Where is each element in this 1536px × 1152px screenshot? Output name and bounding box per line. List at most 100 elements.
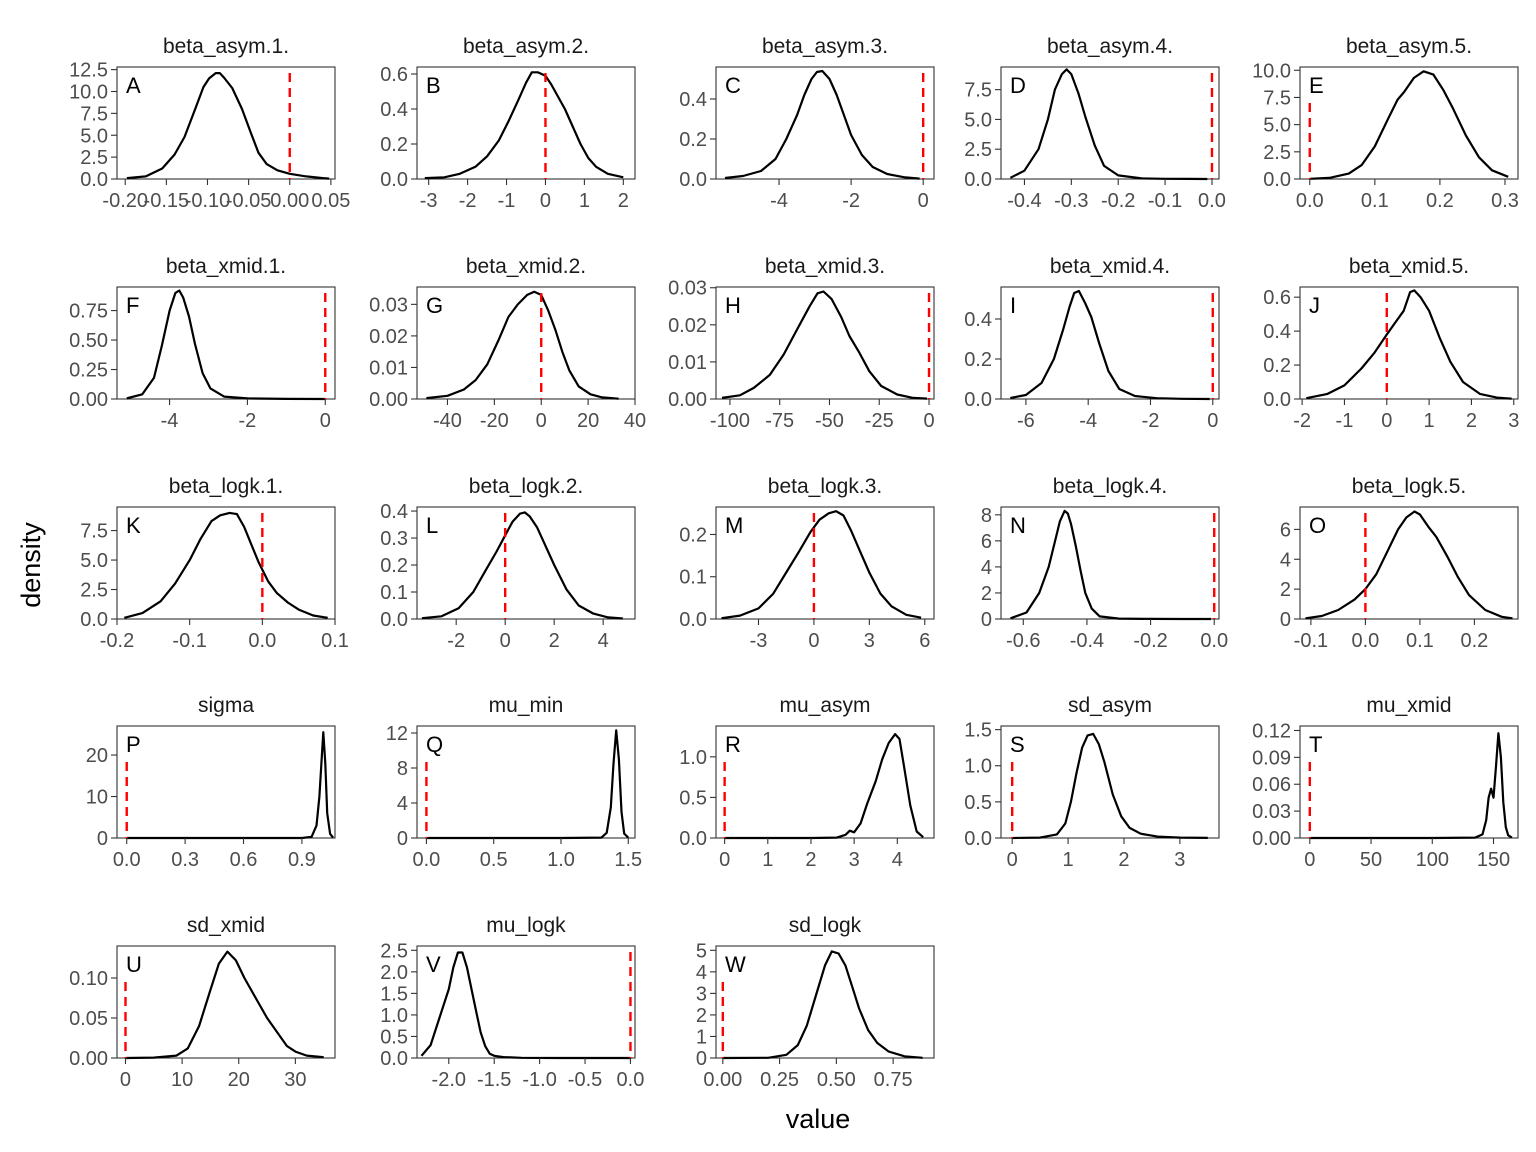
panel-tag: E xyxy=(1309,73,1324,98)
panel-border xyxy=(1000,725,1220,839)
y-tick-label: 0.2 xyxy=(679,524,707,546)
x-tick-label: 0.0 xyxy=(113,849,141,871)
y-tick-label: 2.5 xyxy=(80,580,108,602)
x-tick-label: 0 xyxy=(1304,849,1315,871)
x-axis-title: value xyxy=(786,1104,851,1134)
panel-tag-background xyxy=(1002,727,1032,759)
facet-title: beta_logk.1. xyxy=(169,475,283,498)
x-tick-label: 30 xyxy=(284,1069,306,1091)
panel-tag: V xyxy=(426,952,441,977)
x-tick-label: 0.5 xyxy=(480,849,508,871)
y-tick-label: 0.2 xyxy=(964,349,992,371)
panel-tag-background xyxy=(1301,68,1331,100)
y-tick-label: 0.0 xyxy=(380,1048,408,1070)
x-tick-label: -1 xyxy=(498,190,516,212)
facet-title: beta_xmid.2. xyxy=(466,255,586,278)
x-tick-label: -0.1 xyxy=(172,630,206,652)
facet-title: beta_asym.4. xyxy=(1047,35,1173,58)
y-tick-label: 0.3 xyxy=(380,528,408,550)
x-tick-label: 0 xyxy=(1207,410,1218,432)
x-tick-label: 0 xyxy=(918,190,929,212)
x-tick-label: 10 xyxy=(171,1069,193,1091)
y-tick-label: 4 xyxy=(397,793,408,815)
panel-tag: C xyxy=(725,73,741,98)
y-tick-label: 2 xyxy=(981,583,992,605)
y-tick-label: 0.05 xyxy=(69,1008,108,1030)
x-tick-label: 0.00 xyxy=(703,1069,742,1091)
y-tick-label: 0.00 xyxy=(69,1048,108,1070)
y-tick-label: 0.0 xyxy=(964,828,992,850)
facet-panel: beta_logk.5. O -0.1 0.0 0.1 0.2 0 2 4 6 xyxy=(1280,475,1519,652)
panel-tag: K xyxy=(126,513,141,538)
facet-panel: beta_logk.3. M -3 0 3 6 0.0 0.1 0.2 xyxy=(679,475,935,652)
x-tick-label: 1 xyxy=(579,190,590,212)
y-axis-title: density xyxy=(16,522,46,608)
density-curve xyxy=(721,290,928,400)
facet-panel: beta_xmid.3. H -100 -75 -50 -25 0 0.00 0.01 0.02 0… xyxy=(668,255,935,432)
y-tick-label: 2.5 xyxy=(964,139,992,161)
x-tick-label: -3 xyxy=(750,630,768,652)
panel-tag: M xyxy=(725,513,743,538)
y-tick-label: 0 xyxy=(981,609,992,631)
x-tick-label: -1.0 xyxy=(522,1069,556,1091)
y-tick-label: 2.5 xyxy=(380,940,408,962)
panel-tag-background xyxy=(1301,727,1331,759)
facet-title: beta_xmid.4. xyxy=(1050,255,1170,278)
facet-title: sd_xmid xyxy=(187,914,265,937)
x-tick-label: -0.05 xyxy=(226,190,272,212)
panel-tag-background xyxy=(1301,508,1331,540)
x-tick-label: -0.6 xyxy=(1006,630,1040,652)
density-curve xyxy=(420,951,631,1060)
facet-panel: beta_logk.2. L -2 0 2 4 0.0 0.1 0.2 0.3 0.4 xyxy=(380,475,636,652)
x-tick-label: 0 xyxy=(500,630,511,652)
density-curve xyxy=(721,510,922,620)
x-tick-label: 100 xyxy=(1416,849,1449,871)
panel-tag: R xyxy=(725,732,741,757)
panel-border xyxy=(1299,506,1519,620)
y-tick-label: 0.00 xyxy=(369,389,408,411)
panel-border xyxy=(1000,506,1220,620)
x-tick-label: -0.10 xyxy=(185,190,231,212)
panel-tag-background xyxy=(118,727,148,759)
y-tick-label: 7.5 xyxy=(1263,87,1291,109)
x-tick-label: 20 xyxy=(577,410,599,432)
y-tick-label: 0.4 xyxy=(964,309,992,331)
panel-border xyxy=(715,66,935,180)
density-curve xyxy=(124,511,328,619)
panel-border xyxy=(416,945,636,1059)
y-tick-label: 1.5 xyxy=(380,983,408,1005)
y-tick-label: 0.50 xyxy=(69,330,108,352)
y-tick-label: 0.6 xyxy=(380,64,408,86)
x-tick-label: 0.0 xyxy=(1200,630,1228,652)
density-curve xyxy=(426,729,630,840)
y-tick-label: 0.2 xyxy=(380,555,408,577)
x-tick-label: 0 xyxy=(808,630,819,652)
y-tick-label: 0.2 xyxy=(380,134,408,156)
facet-title: mu_xmid xyxy=(1366,694,1451,717)
x-tick-label: -25 xyxy=(865,410,894,432)
facet-title: beta_xmid.1. xyxy=(166,255,286,278)
x-tick-label: 4 xyxy=(598,630,609,652)
panel-tag: F xyxy=(126,293,139,318)
panel-tag-background xyxy=(118,288,148,320)
y-tick-label: 0 xyxy=(97,828,108,850)
x-tick-label: -4 xyxy=(1079,410,1097,432)
y-tick-label: 0.09 xyxy=(1252,747,1291,769)
facet-panel: sd_asym S 0 1 2 3 0.0 0.5 1.0 1.5 xyxy=(964,694,1220,871)
y-tick-label: 7.5 xyxy=(964,80,992,102)
x-tick-label: -2 xyxy=(842,190,860,212)
panel-tag-background xyxy=(717,288,747,320)
x-tick-label: -2 xyxy=(459,190,477,212)
y-tick-label: 0.1 xyxy=(679,567,707,589)
y-tick-label: 12 xyxy=(386,723,408,745)
facet-title: mu_asym xyxy=(779,694,870,717)
y-tick-label: 0.0 xyxy=(964,389,992,411)
y-tick-label: 0.0 xyxy=(679,828,707,850)
x-tick-label: 150 xyxy=(1477,849,1510,871)
panel-tag-background xyxy=(418,68,448,100)
y-tick-label: 0.4 xyxy=(380,501,408,523)
x-tick-label: 0.6 xyxy=(230,849,258,871)
facet-title: mu_min xyxy=(489,694,564,717)
facet-panel: beta_xmid.2. G -40 -20 0 20 40 0.00 0.01 0.02 0.03 xyxy=(369,255,646,432)
x-tick-label: -2 xyxy=(1142,410,1160,432)
